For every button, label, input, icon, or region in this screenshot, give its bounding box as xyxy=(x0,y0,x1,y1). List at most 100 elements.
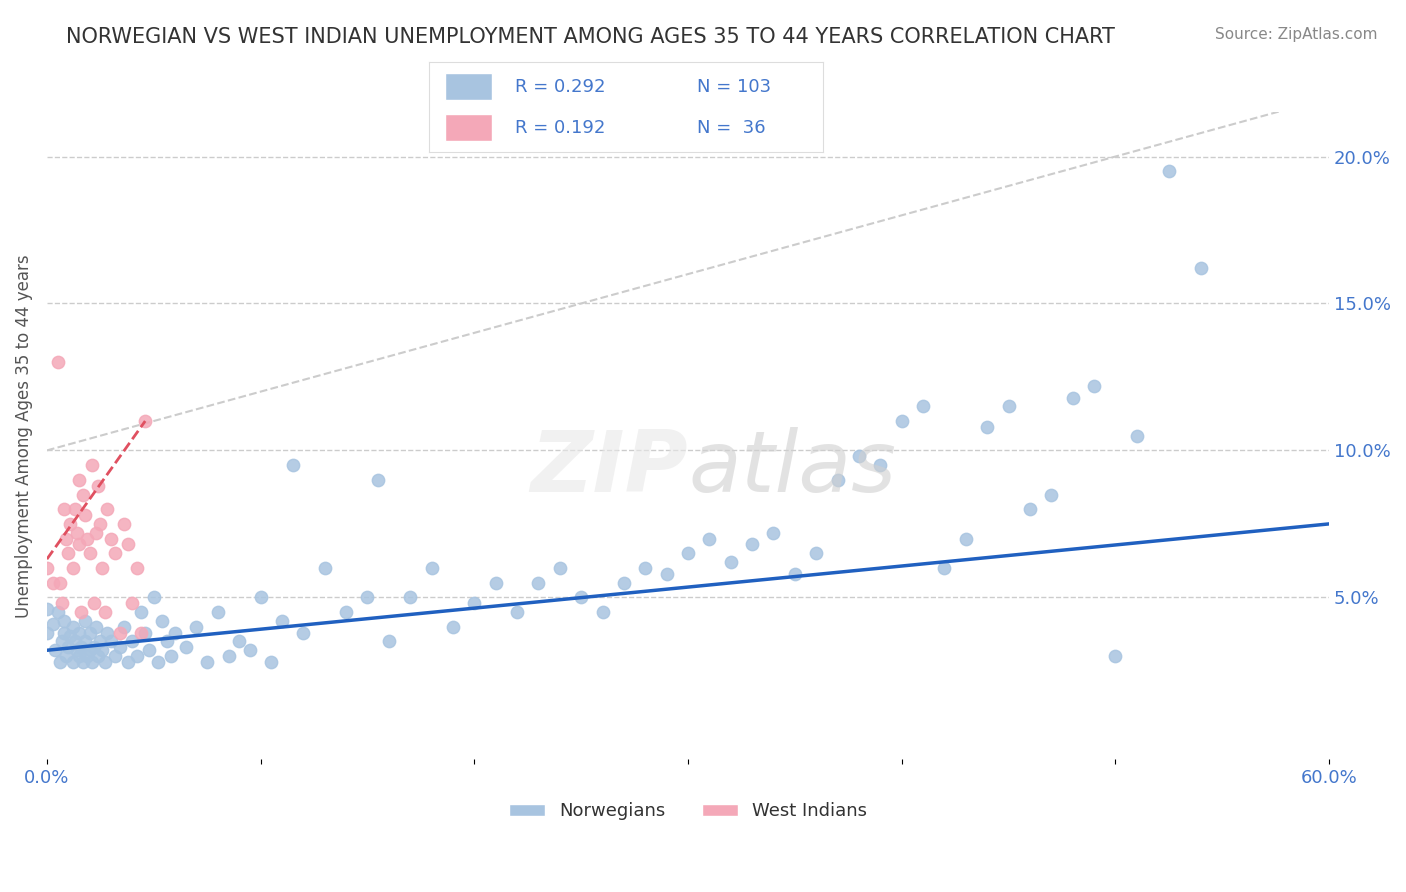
Point xyxy=(67,625,90,640)
Point xyxy=(121,596,143,610)
Point xyxy=(51,634,73,648)
Point xyxy=(83,640,105,655)
Point xyxy=(134,414,156,428)
Point xyxy=(827,473,849,487)
Point xyxy=(1104,649,1126,664)
Point xyxy=(75,508,97,522)
Point xyxy=(76,649,98,664)
Point xyxy=(548,561,571,575)
Text: ZIP: ZIP xyxy=(530,426,688,509)
Point xyxy=(35,625,58,640)
Point xyxy=(91,643,114,657)
Point xyxy=(848,450,870,464)
Point xyxy=(762,525,785,540)
Point xyxy=(997,400,1019,414)
Point xyxy=(783,566,806,581)
Point xyxy=(142,591,165,605)
Point xyxy=(955,532,977,546)
Point xyxy=(62,561,84,575)
Point xyxy=(228,634,250,648)
Point xyxy=(59,516,82,531)
Point xyxy=(129,625,152,640)
Point xyxy=(121,634,143,648)
Point xyxy=(1126,428,1149,442)
Text: R = 0.292: R = 0.292 xyxy=(516,78,606,95)
Point xyxy=(1062,391,1084,405)
Point xyxy=(806,546,828,560)
Point xyxy=(1040,487,1063,501)
Point xyxy=(66,643,89,657)
FancyBboxPatch shape xyxy=(444,114,492,141)
Point xyxy=(699,532,721,546)
Point xyxy=(53,625,76,640)
Point xyxy=(260,655,283,669)
Point xyxy=(87,478,110,492)
Point xyxy=(108,640,131,655)
Point xyxy=(239,643,262,657)
Point xyxy=(129,605,152,619)
Point xyxy=(35,561,58,575)
Point xyxy=(70,640,93,655)
Text: R = 0.192: R = 0.192 xyxy=(516,119,606,136)
Point xyxy=(89,516,111,531)
Point xyxy=(174,640,197,655)
Point xyxy=(67,649,90,664)
Point xyxy=(160,649,183,664)
Point xyxy=(79,643,101,657)
Point xyxy=(869,458,891,472)
Point xyxy=(104,649,127,664)
Point xyxy=(138,643,160,657)
Point xyxy=(55,649,77,664)
Y-axis label: Unemployment Among Ages 35 to 44 years: Unemployment Among Ages 35 to 44 years xyxy=(15,254,32,617)
Point xyxy=(420,561,443,575)
Point xyxy=(75,614,97,628)
Point xyxy=(84,525,107,540)
Point xyxy=(67,473,90,487)
Point xyxy=(53,502,76,516)
Point xyxy=(62,655,84,669)
Point xyxy=(79,546,101,560)
Point xyxy=(249,591,271,605)
Point xyxy=(741,537,763,551)
Point xyxy=(75,634,97,648)
Point xyxy=(96,625,118,640)
Point xyxy=(281,458,304,472)
Point xyxy=(42,575,65,590)
Point xyxy=(912,400,935,414)
Point xyxy=(356,591,378,605)
Point xyxy=(399,591,422,605)
Point xyxy=(150,614,173,628)
Point xyxy=(367,473,389,487)
Point xyxy=(1019,502,1042,516)
Text: Source: ZipAtlas.com: Source: ZipAtlas.com xyxy=(1215,27,1378,42)
Point xyxy=(292,625,315,640)
Point xyxy=(70,605,93,619)
Point xyxy=(59,629,82,643)
Point xyxy=(46,355,69,369)
Point xyxy=(527,575,550,590)
Point xyxy=(441,620,464,634)
Point xyxy=(506,605,529,619)
Point xyxy=(146,655,169,669)
Point xyxy=(155,634,177,648)
Point xyxy=(58,546,80,560)
Point xyxy=(117,655,139,669)
Point xyxy=(112,620,135,634)
Point xyxy=(80,655,103,669)
Point xyxy=(42,616,65,631)
Text: N =  36: N = 36 xyxy=(696,119,765,136)
Point xyxy=(83,596,105,610)
Point xyxy=(48,655,70,669)
Text: N = 103: N = 103 xyxy=(696,78,770,95)
Point xyxy=(93,605,115,619)
Point xyxy=(218,649,240,664)
Point xyxy=(63,634,86,648)
Point xyxy=(104,546,127,560)
Point xyxy=(100,532,122,546)
Point xyxy=(51,596,73,610)
Point xyxy=(96,502,118,516)
Point xyxy=(134,625,156,640)
Point xyxy=(676,546,699,560)
Point xyxy=(117,537,139,551)
Point xyxy=(62,620,84,634)
